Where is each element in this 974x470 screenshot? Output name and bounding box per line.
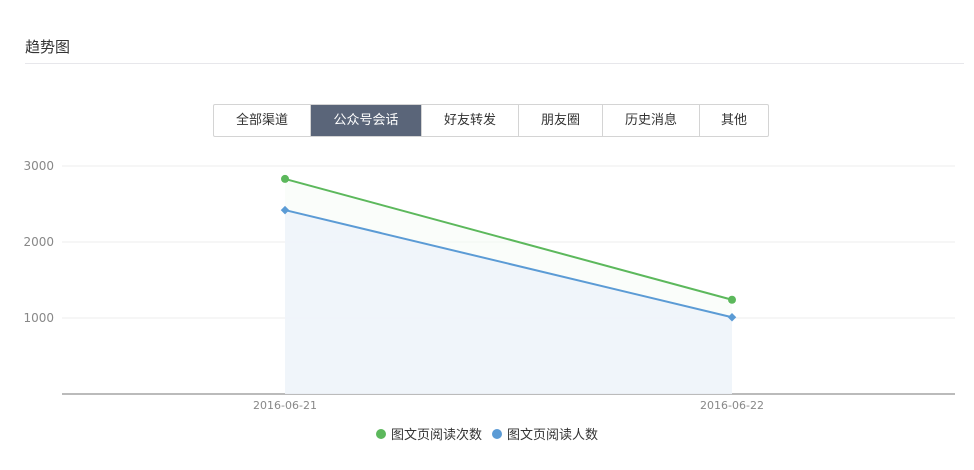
legend-label: 图文页阅读次数 — [391, 428, 483, 443]
x-tick-label: 2016-06-21 — [253, 399, 317, 412]
data-point — [727, 312, 737, 322]
legend: 图文页阅读次数 图文页阅读人数 — [376, 424, 598, 443]
legend-marker — [492, 428, 503, 439]
channel-tabs: 全部渠道 公众号会话 好友转发 朋友圈 历史消息 其他 — [213, 104, 769, 137]
panel-title: 趋势图 — [25, 38, 71, 56]
tab-other[interactable]: 其他 — [699, 105, 768, 136]
data-point — [281, 174, 289, 183]
y-tick-label: 3000 — [23, 159, 54, 173]
series-area — [285, 210, 732, 394]
y-tick-label: 1000 — [23, 311, 54, 325]
tab-all-channels[interactable]: 全部渠道 — [235, 113, 288, 128]
series-line — [284, 177, 733, 301]
tab-moments[interactable]: 朋友圈 — [518, 105, 602, 136]
tab-official-account-session[interactable]: 公众号会话 — [310, 105, 421, 136]
legend-marker — [376, 428, 386, 439]
divider — [25, 63, 964, 64]
y-tick-label: 2000 — [23, 235, 54, 249]
legend-item-reads[interactable]: 图文页阅读次数 — [376, 424, 482, 443]
legend-label: 图文页阅读人数 — [507, 428, 599, 443]
series-line — [284, 209, 733, 319]
data-point — [280, 205, 290, 215]
data-point — [728, 295, 736, 304]
legend-item-readers[interactable]: 图文页阅读人数 — [492, 424, 598, 443]
tab-history-messages[interactable]: 历史消息 — [602, 105, 699, 136]
tab-friend-forward[interactable]: 好友转发 — [421, 105, 518, 136]
x-tick-label: 2016-06-22 — [700, 399, 764, 412]
